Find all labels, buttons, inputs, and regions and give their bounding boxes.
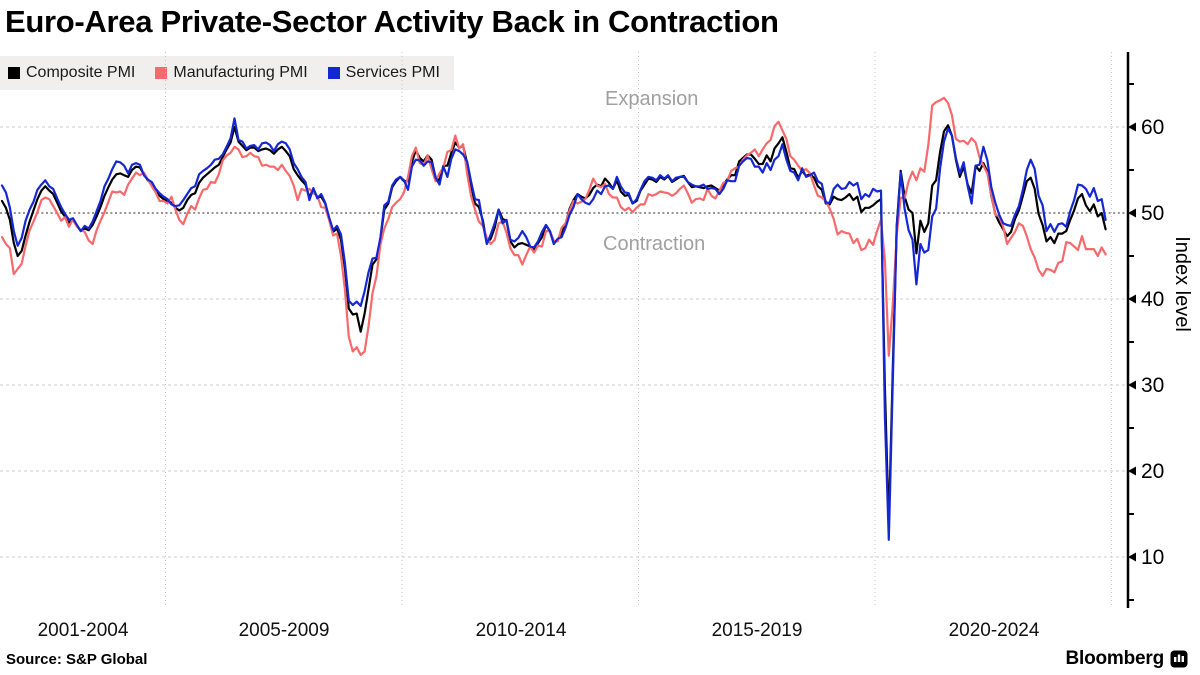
y-axis-tick-30 <box>1128 380 1136 390</box>
services-swatch-icon <box>327 67 340 79</box>
chart-title: Euro-Area Private-Sector Activity Back i… <box>5 4 779 39</box>
legend-label: Manufacturing PMI <box>173 64 308 81</box>
y-axis-title: Index level <box>1171 236 1193 332</box>
composite-swatch-icon <box>8 67 20 79</box>
bloomberg-wordmark: Bloomberg <box>1065 648 1165 669</box>
manufacturing-pmi-line <box>0 96 1107 357</box>
y-axis-tick-label-30: 30 <box>1141 374 1164 397</box>
manufacturing-swatch-icon <box>155 67 168 79</box>
y-axis-tick-label-50: 50 <box>1141 202 1164 225</box>
legend-item-manufacturing: Manufacturing PMI <box>155 64 308 82</box>
x-axis-label-2010-2014: 2010-2014 <box>475 620 567 641</box>
expansion-annotation: Expansion <box>605 88 699 110</box>
source-credit: Source: S&P Global <box>6 651 148 668</box>
y-axis-tick-60 <box>1128 122 1136 132</box>
x-axis-label-2001-2004: 2001-2004 <box>37 620 129 641</box>
y-axis-tick-50 <box>1128 208 1136 218</box>
contraction-annotation: Contraction <box>603 233 706 255</box>
y-axis-tick-label-10: 10 <box>1141 546 1164 569</box>
legend-label: Services PMI <box>345 64 440 81</box>
y-axis-tick-label-40: 40 <box>1141 288 1164 311</box>
y-axis-tick-label-60: 60 <box>1141 116 1164 139</box>
services-pmi-line <box>0 117 1107 541</box>
y-axis-tick-40 <box>1128 294 1136 304</box>
x-axis-label-2020-2024: 2020-2024 <box>948 620 1040 641</box>
y-axis-tick-20 <box>1128 466 1136 476</box>
bloomberg-icon <box>1170 650 1188 668</box>
composite-pmi-line <box>0 124 1107 528</box>
legend-label: Composite PMI <box>26 64 136 81</box>
chart-legend: Composite PMI Manufacturing PMI Services… <box>0 56 454 90</box>
y-axis-tick-10 <box>1128 552 1136 562</box>
legend-item-services: Services PMI <box>327 64 440 82</box>
y-axis-tick-label-20: 20 <box>1141 460 1164 483</box>
x-axis-label-2015-2019: 2015-2019 <box>711 620 803 641</box>
bloomberg-brand: Bloomberg <box>1066 648 1188 670</box>
x-axis-label-2005-2009: 2005-2009 <box>238 620 330 641</box>
legend-item-composite: Composite PMI <box>8 64 135 82</box>
